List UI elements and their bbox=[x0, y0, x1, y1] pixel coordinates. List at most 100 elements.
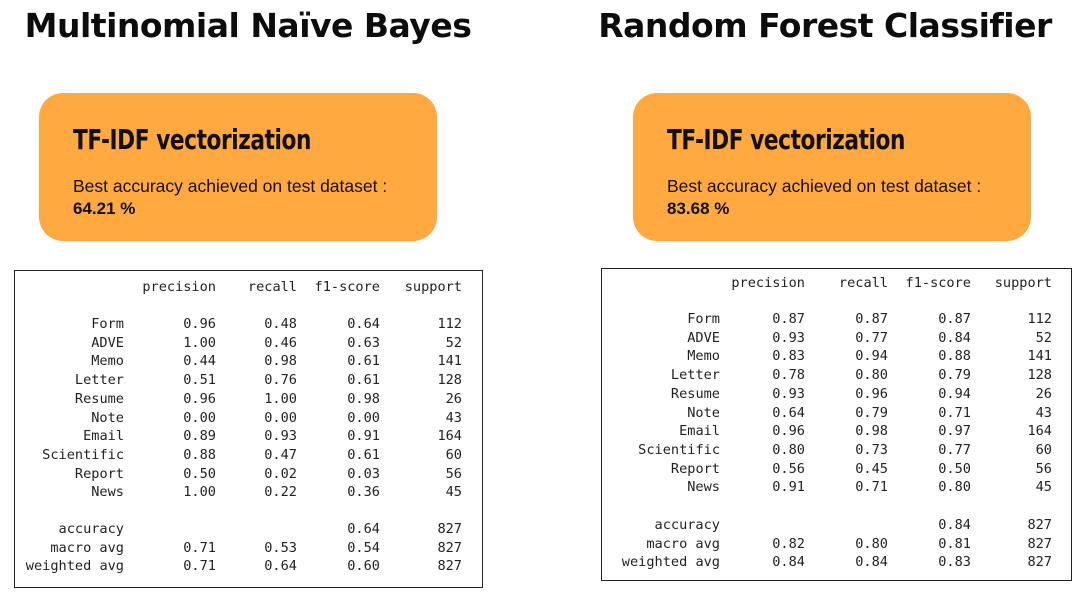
value-precision: 0.78 bbox=[772, 367, 805, 384]
accuracy-value: 83.68 % bbox=[667, 199, 730, 218]
value-f1: 0.61 bbox=[347, 372, 380, 389]
class-label: Scientific bbox=[42, 446, 124, 463]
accuracy-value: 64.21 % bbox=[73, 199, 136, 218]
summary-row: macro avg 0.82 0.80 0.81 827 bbox=[602, 536, 1071, 555]
header-support: support bbox=[994, 275, 1052, 291]
value-precision: 0.64 bbox=[772, 404, 805, 421]
table-row: News 1.00 0.22 0.36 45 bbox=[15, 484, 482, 503]
value-recall: 0.98 bbox=[264, 353, 297, 370]
accuracy-card: TF-IDF vectorization Best accuracy achie… bbox=[39, 93, 437, 241]
header-precision: precision bbox=[142, 279, 216, 295]
table-row: Report 0.50 0.02 0.03 56 bbox=[15, 466, 482, 485]
value-recall: 0.71 bbox=[855, 479, 888, 496]
value-precision: 0.88 bbox=[183, 446, 216, 463]
value-f1: 0.36 bbox=[347, 484, 380, 501]
report-header-row: precision recall f1-score support bbox=[15, 279, 482, 298]
accuracy-card: TF-IDF vectorization Best accuracy achie… bbox=[633, 93, 1031, 241]
value-f1: 0.50 bbox=[938, 460, 971, 477]
table-row: ADVE 0.93 0.77 0.84 52 bbox=[602, 330, 1071, 349]
summary-label: accuracy bbox=[654, 517, 720, 533]
value-f1: 0.00 bbox=[347, 409, 380, 426]
table-row: Memo 0.44 0.98 0.61 141 bbox=[15, 353, 482, 372]
class-label: Resume bbox=[670, 385, 720, 402]
value-f1: 0.84 bbox=[938, 517, 971, 533]
value-recall: 0.96 bbox=[855, 385, 888, 402]
value-recall: 0.87 bbox=[855, 311, 888, 327]
value-f1: 0.61 bbox=[347, 446, 380, 463]
value-support: 827 bbox=[437, 539, 462, 556]
value-support: 141 bbox=[1027, 348, 1052, 365]
value-precision: 0.96 bbox=[183, 316, 216, 332]
value-f1: 0.60 bbox=[347, 558, 380, 575]
value-support: 827 bbox=[1027, 535, 1052, 552]
value-recall: 0.98 bbox=[855, 423, 888, 440]
table-row: Form 0.96 0.48 0.64 112 bbox=[15, 316, 482, 335]
summary-row: weighted avg 0.71 0.64 0.60 827 bbox=[15, 558, 482, 577]
value-recall: 0.93 bbox=[264, 428, 297, 445]
class-label: Report bbox=[670, 460, 720, 477]
summary-row: macro avg 0.71 0.53 0.54 827 bbox=[15, 540, 482, 559]
value-precision: 0.93 bbox=[772, 329, 805, 346]
card-description: Best accuracy achieved on test dataset : bbox=[667, 176, 982, 196]
table-row: Letter 0.78 0.80 0.79 128 bbox=[602, 367, 1071, 386]
model-title: Multinomial Naïve Bayes bbox=[24, 6, 472, 45]
table-row: Resume 0.93 0.96 0.94 26 bbox=[602, 386, 1071, 405]
value-recall: 0.00 bbox=[264, 409, 297, 426]
value-support: 60 bbox=[1035, 441, 1052, 458]
value-support: 43 bbox=[1035, 404, 1052, 421]
value-support: 827 bbox=[437, 558, 462, 575]
value-precision: 0.71 bbox=[183, 558, 216, 575]
value-recall: 0.80 bbox=[855, 367, 888, 384]
table-row: Email 0.89 0.93 0.91 164 bbox=[15, 428, 482, 447]
table-row: Letter 0.51 0.76 0.61 128 bbox=[15, 372, 482, 391]
classification-report: precision recall f1-score support Form 0.96 0.… bbox=[14, 270, 483, 588]
value-support: 827 bbox=[437, 521, 462, 537]
summary-label: accuracy bbox=[58, 521, 124, 537]
value-precision: 1.00 bbox=[183, 484, 216, 501]
table-row: Scientific 0.88 0.47 0.61 60 bbox=[15, 447, 482, 466]
value-f1: 0.97 bbox=[938, 423, 971, 440]
model-title: Random Forest Classifier bbox=[598, 6, 1052, 45]
value-recall: 0.46 bbox=[264, 334, 297, 351]
value-recall: 0.84 bbox=[855, 554, 888, 571]
value-f1: 0.91 bbox=[347, 428, 380, 445]
header-f1-score: f1-score bbox=[314, 279, 380, 295]
header-recall: recall bbox=[838, 275, 888, 291]
value-recall: 0.53 bbox=[264, 539, 297, 556]
table-row: Email 0.96 0.98 0.97 164 bbox=[602, 423, 1071, 442]
value-precision: 0.84 bbox=[772, 554, 805, 571]
value-support: 52 bbox=[445, 334, 462, 351]
value-support: 43 bbox=[445, 409, 462, 426]
value-f1: 0.79 bbox=[938, 367, 971, 384]
value-support: 827 bbox=[1027, 554, 1052, 571]
value-f1: 0.63 bbox=[347, 334, 380, 351]
value-support: 56 bbox=[1035, 460, 1052, 477]
value-f1: 0.77 bbox=[938, 441, 971, 458]
value-precision: 0.80 bbox=[772, 441, 805, 458]
value-support: 164 bbox=[437, 428, 462, 445]
value-recall: 0.48 bbox=[264, 316, 297, 332]
class-label: Note bbox=[91, 409, 124, 426]
class-label: Memo bbox=[91, 353, 124, 370]
card-heading: TF-IDF vectorization bbox=[667, 123, 905, 156]
value-precision: 0.93 bbox=[772, 385, 805, 402]
table-row: Form 0.87 0.87 0.87 112 bbox=[602, 311, 1071, 330]
value-precision: 0.91 bbox=[772, 479, 805, 496]
value-support: 141 bbox=[437, 353, 462, 370]
summary-label: weighted avg bbox=[25, 558, 124, 575]
value-recall: 0.64 bbox=[264, 558, 297, 575]
value-precision: 0.87 bbox=[772, 311, 805, 327]
value-precision: 0.89 bbox=[183, 428, 216, 445]
table-row: Report 0.56 0.45 0.50 56 bbox=[602, 461, 1071, 480]
value-f1: 0.61 bbox=[347, 353, 380, 370]
header-f1-score: f1-score bbox=[905, 275, 971, 291]
value-f1: 0.98 bbox=[347, 390, 380, 407]
value-precision: 0.82 bbox=[772, 535, 805, 552]
value-recall: 0.79 bbox=[855, 404, 888, 421]
value-f1: 0.88 bbox=[938, 348, 971, 365]
table-row: Resume 0.96 1.00 0.98 26 bbox=[15, 391, 482, 410]
class-label: News bbox=[687, 479, 720, 496]
value-recall: 0.77 bbox=[855, 329, 888, 346]
value-recall: 0.73 bbox=[855, 441, 888, 458]
header-recall: recall bbox=[247, 279, 297, 295]
